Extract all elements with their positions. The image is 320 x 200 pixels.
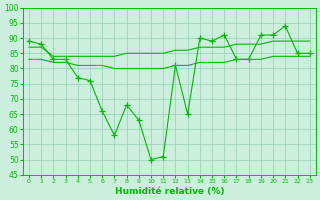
X-axis label: Humidité relative (%): Humidité relative (%) [115,187,224,196]
